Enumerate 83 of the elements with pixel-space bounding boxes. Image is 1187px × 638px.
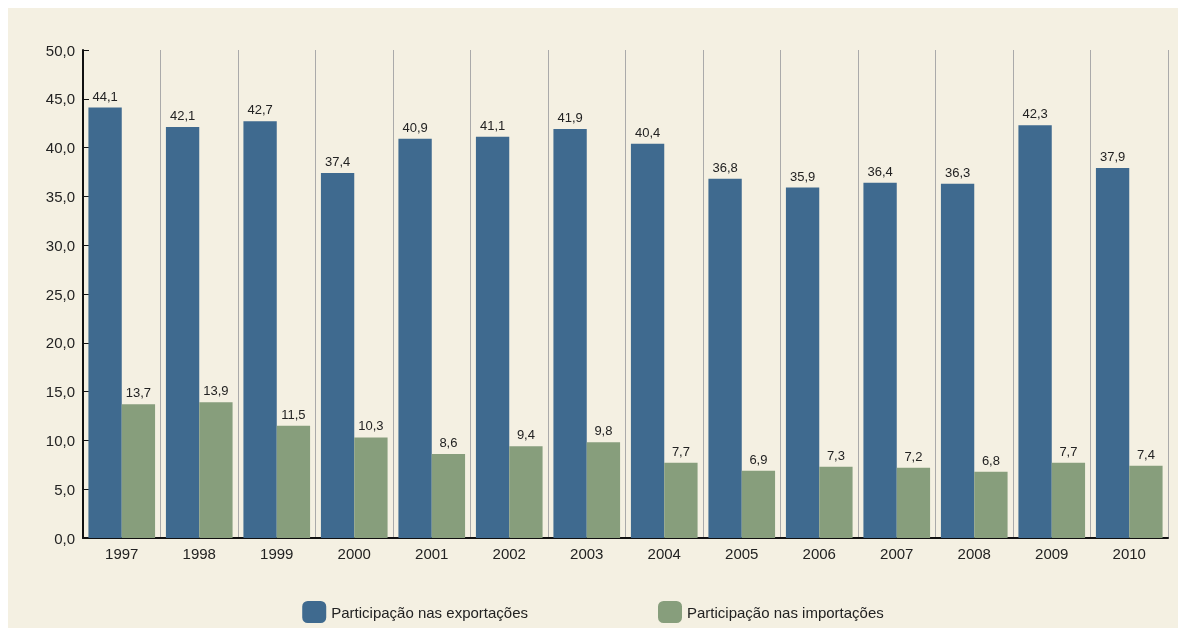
legend-label: Participação nas importações bbox=[687, 603, 884, 621]
data-label: 42,1 bbox=[169, 108, 196, 124]
data-label: 8,6 bbox=[439, 435, 458, 451]
data-label: 35,9 bbox=[789, 168, 816, 184]
data-label: 6,8 bbox=[981, 452, 1000, 468]
x-tick-label: 2001 bbox=[415, 545, 449, 562]
data-label: 9,4 bbox=[516, 427, 535, 443]
bar bbox=[896, 467, 931, 538]
x-tick-label: 1997 bbox=[105, 545, 139, 562]
x-tick-label: 2007 bbox=[880, 545, 914, 562]
x-tick-label: 2005 bbox=[725, 545, 759, 562]
y-tick-label: 40,0 bbox=[45, 139, 75, 157]
data-label: 9,8 bbox=[594, 423, 613, 439]
bar bbox=[199, 402, 233, 538]
data-label: 40,9 bbox=[402, 119, 428, 135]
data-label: 42,7 bbox=[247, 102, 273, 118]
x-tick-label: 2002 bbox=[492, 545, 526, 562]
data-label: 41,1 bbox=[479, 117, 506, 133]
bar bbox=[1095, 168, 1130, 538]
bar bbox=[88, 107, 122, 538]
y-tick-label: 10,0 bbox=[45, 431, 75, 449]
bar bbox=[863, 182, 897, 538]
data-label: 13,7 bbox=[125, 385, 152, 401]
data-label: 13,9 bbox=[203, 383, 229, 399]
bar bbox=[354, 437, 388, 538]
y-tick-label: 35,0 bbox=[45, 187, 75, 205]
x-tick-label: 2000 bbox=[337, 545, 371, 562]
x-tick-label: 2010 bbox=[1112, 545, 1146, 562]
x-tick-label: 2009 bbox=[1035, 545, 1069, 562]
bar bbox=[1051, 462, 1086, 538]
data-label: 44,1 bbox=[92, 88, 118, 104]
bar bbox=[708, 178, 742, 538]
bar bbox=[586, 442, 621, 538]
bar bbox=[243, 121, 277, 538]
y-tick-label: 15,0 bbox=[45, 383, 75, 401]
data-label: 36,4 bbox=[867, 163, 893, 179]
x-tick-label: 1999 bbox=[260, 545, 294, 562]
bar bbox=[974, 471, 1008, 538]
bar bbox=[276, 425, 311, 538]
bar bbox=[475, 136, 510, 538]
x-tick-label: 2004 bbox=[647, 545, 681, 562]
y-tick-label: 50,0 bbox=[45, 41, 75, 59]
y-tick-label: 30,0 bbox=[45, 236, 75, 254]
y-tick-label: 5,0 bbox=[54, 480, 75, 498]
bar bbox=[431, 454, 466, 538]
data-label: 7,3 bbox=[826, 447, 845, 463]
y-tick-label: 20,0 bbox=[45, 334, 75, 352]
data-label: 42,3 bbox=[1022, 106, 1048, 122]
bar bbox=[398, 138, 432, 538]
data-label: 40,4 bbox=[634, 124, 661, 140]
data-label: 37,4 bbox=[324, 153, 351, 169]
x-tick-label: 1998 bbox=[182, 545, 216, 562]
bar bbox=[121, 404, 156, 538]
y-tick-label: 25,0 bbox=[45, 285, 75, 303]
x-tick-label: 2006 bbox=[802, 545, 836, 562]
data-label: 7,7 bbox=[1059, 443, 1078, 459]
data-label: 37,9 bbox=[1099, 149, 1126, 165]
bar bbox=[940, 183, 975, 538]
bar bbox=[741, 470, 776, 538]
data-label: 6,9 bbox=[749, 451, 768, 467]
x-tick-label: 2008 bbox=[957, 545, 991, 562]
data-label: 7,4 bbox=[1136, 446, 1155, 462]
data-label: 36,3 bbox=[944, 164, 971, 180]
y-tick-label: 45,0 bbox=[45, 90, 75, 108]
data-label: 7,2 bbox=[904, 448, 923, 464]
bar bbox=[1129, 465, 1163, 538]
bar bbox=[630, 143, 665, 538]
bar bbox=[320, 172, 355, 538]
legend-label: Participação nas exportações bbox=[331, 603, 529, 621]
bar bbox=[1018, 125, 1052, 538]
data-label: 36,8 bbox=[712, 159, 738, 175]
bar bbox=[819, 466, 853, 538]
data-label: 11,5 bbox=[281, 406, 306, 422]
y-tick-label: 0,0 bbox=[54, 529, 75, 547]
data-label: 10,3 bbox=[358, 418, 384, 434]
bar bbox=[785, 187, 820, 538]
data-label: 41,9 bbox=[557, 110, 583, 126]
x-tick-label: 2003 bbox=[570, 545, 604, 562]
bar bbox=[165, 127, 200, 538]
data-label: 7,7 bbox=[671, 443, 690, 459]
bar bbox=[664, 462, 698, 538]
bar bbox=[509, 446, 543, 538]
bar bbox=[553, 129, 587, 538]
